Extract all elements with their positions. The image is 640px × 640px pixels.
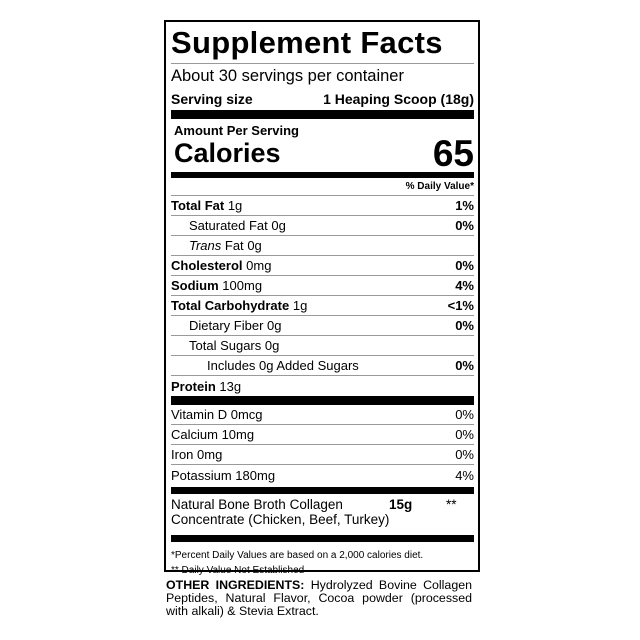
serving-size: Serving size 1 Heaping Scoop (18g) xyxy=(171,88,474,110)
serving-size-value: 1 Heaping Scoop (18g) xyxy=(323,91,474,107)
calories-label: Calories xyxy=(174,138,281,168)
panel-title: Supplement Facts xyxy=(171,22,474,64)
nutrient-row: Total Sugars 0g xyxy=(171,336,474,356)
divider-thick xyxy=(171,535,474,542)
supplement-facts-panel: Supplement Facts About 30 servings per c… xyxy=(164,20,480,576)
vitamin-row: Vitamin D 0mcg 0% xyxy=(171,405,474,425)
divider-thick xyxy=(171,487,474,494)
calories-row: Calories 65 xyxy=(171,133,474,174)
other-ingredients: OTHER INGREDIENTS: Hydrolyzed Bovine Col… xyxy=(166,578,472,618)
nutrient-row: Trans Fat 0g xyxy=(171,236,474,256)
footnotes: *Percent Daily Values are based on a 2,0… xyxy=(171,550,424,576)
calories-value: 65 xyxy=(432,132,474,174)
vitamin-row: Iron 0mg 0% xyxy=(171,445,474,465)
vitamin-row: Calcium 10mg 0% xyxy=(171,425,474,445)
nutrient-row: Cholesterol 0mg 0% xyxy=(171,256,474,276)
divider-thick xyxy=(171,396,474,405)
vitamin-row: Potassium 180mg 4% xyxy=(171,467,474,483)
nutrient-row: Total Carbohydrate 1g <1% xyxy=(171,296,474,316)
servings-per-container: About 30 servings per container xyxy=(171,66,404,85)
amount-per-serving: Amount Per Serving xyxy=(174,122,299,138)
nutrient-row: Includes 0g Added Sugars 0% xyxy=(171,356,474,376)
divider-medium xyxy=(171,172,474,178)
nutrient-row: Dietary Fiber 0g 0% xyxy=(171,316,474,336)
nutrient-row: Saturated Fat 0g 0% xyxy=(171,216,474,236)
serving-size-label: Serving size xyxy=(171,91,253,107)
collagen-row: Natural Bone Broth Collagen 15g ** Concent… xyxy=(171,497,457,527)
nutrient-row: Total Fat 1g 1% xyxy=(171,196,474,216)
nutrient-row: Sodium 100mg 4% xyxy=(171,276,474,296)
nutrient-row: Protein 13g xyxy=(171,378,242,394)
daily-value-header: % Daily Value* xyxy=(171,178,474,196)
divider-thick xyxy=(171,110,474,119)
